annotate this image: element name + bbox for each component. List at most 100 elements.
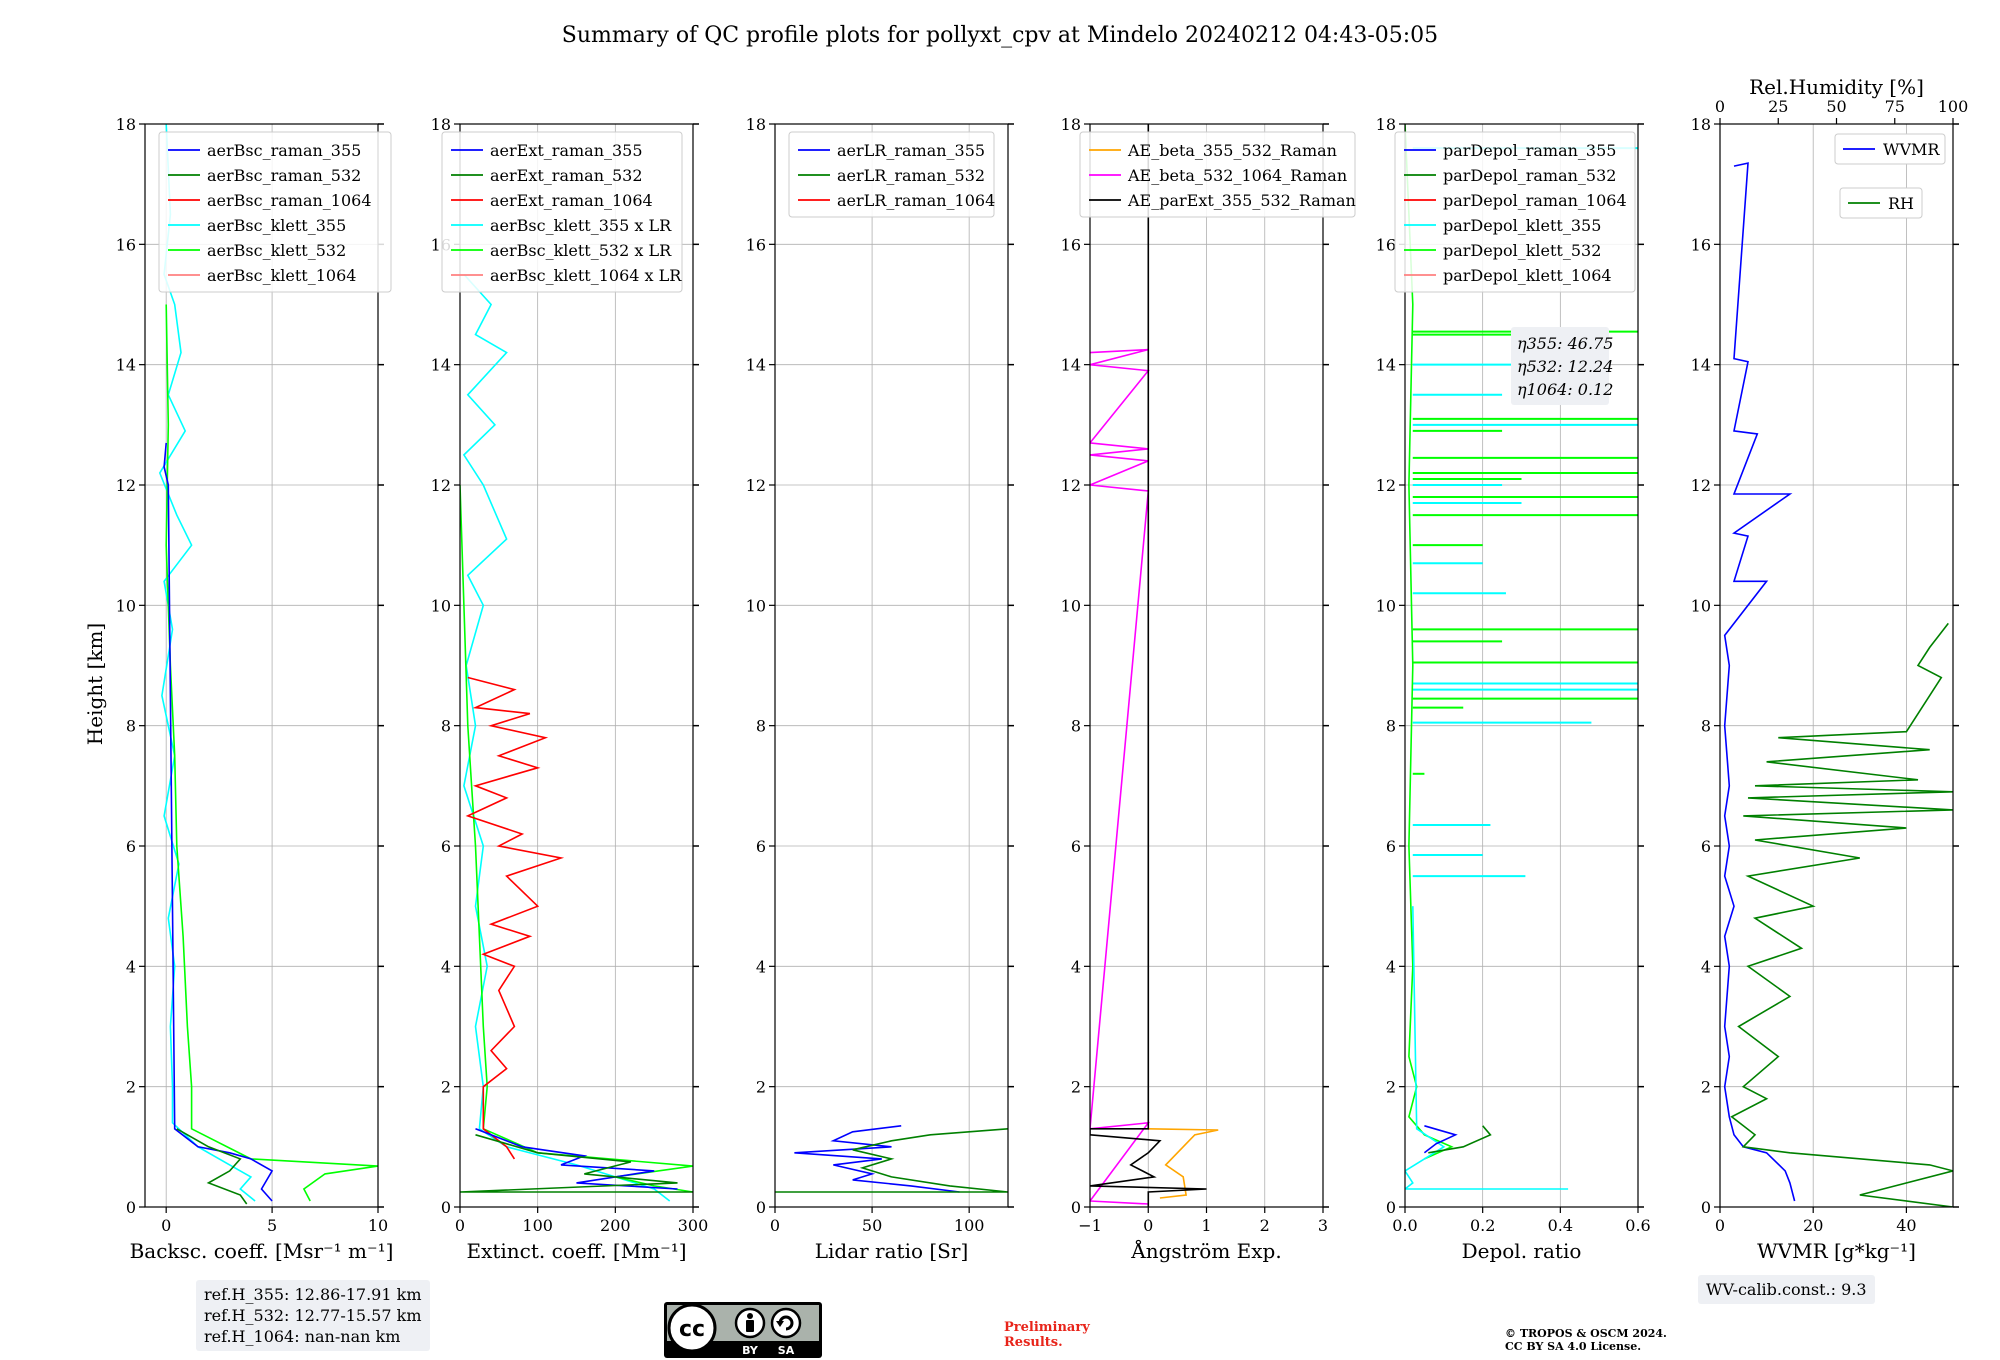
y-tick-label: 8 (1071, 717, 1081, 736)
y-tick-label: 6 (1386, 837, 1396, 856)
y-tick-label: 4 (1701, 957, 1711, 976)
legend-entry: AE_beta_355_532_Raman (1127, 141, 1337, 160)
series-line-aerBsc_klett_532 x LR (460, 484, 693, 1193)
ref-height-532: ref.H_532: 12.77-15.57 km (204, 1306, 422, 1325)
figure-title: Summary of QC profile plots for pollyxt_… (562, 23, 1438, 48)
plot-area (158, 124, 378, 1205)
axes-frame (459, 123, 694, 1208)
ref-height-355: ref.H_355: 12.86-17.91 km (204, 1285, 422, 1304)
y-tick-label: 12 (1376, 476, 1396, 495)
x-tick-label: 0 (455, 1216, 465, 1235)
y-tick-label: 2 (1071, 1078, 1081, 1097)
top-tick-label: 50 (1826, 97, 1846, 116)
eta-annotation-box (1511, 327, 1609, 405)
x-tick-label: −1 (1078, 1216, 1102, 1235)
series-line-AE_beta_532_1064_Raman (1090, 348, 1151, 1205)
y-tick-label: 0 (1701, 1198, 1711, 1217)
legend-entry: parDepol_raman_532 (1443, 166, 1616, 185)
x-tick-label: 5 (267, 1216, 277, 1235)
y-tick-label: 2 (1701, 1078, 1711, 1097)
y-tick-label: 6 (126, 837, 136, 856)
panel-bsc: 0 5 10 0 2 4 6 8 10 12 14 16 18 Backsc. coeff. [Msr⁻¹… (116, 115, 394, 1263)
legend-entry: aerBsc_klett_355 x LR (490, 216, 672, 235)
y-tick-label: 12 (431, 476, 451, 495)
legend-entry: AE_parExt_355_532_Raman (1127, 191, 1356, 210)
legend-box (1834, 133, 1946, 165)
top-tick-label: 0 (1715, 97, 1725, 116)
y-tick-label: 6 (1071, 837, 1081, 856)
y-tick-label: 2 (441, 1078, 451, 1097)
y-tick-label: 14 (746, 356, 766, 375)
series-line-AE_beta_355_532_Raman (1148, 1128, 1219, 1199)
panel-depol: 0.0 0.2 0.4 0.6 0 2 4 6 8 10 12 14 16 18 Depol. ratio p… (1376, 115, 1651, 1263)
y-tick-label: 12 (1691, 476, 1711, 495)
x-tick-label: 0.6 (1625, 1216, 1650, 1235)
legend-entry: aerBsc_klett_532 x LR (490, 241, 672, 260)
panel-wv: 0 20 40 0 2 4 6 8 10 12 14 16 18 WVMR [g*kg⁻¹] 0 25 50 75… (1691, 75, 1969, 1263)
y-tick-label: 8 (441, 717, 451, 736)
legend-entry: aerBsc_raman_1064 (207, 191, 372, 210)
series-line-aerLR_raman_355 (794, 1125, 960, 1193)
legend-entry: aerBsc_klett_355 (207, 216, 346, 235)
y-tick-label: 16 (1061, 235, 1081, 254)
y-tick-label: 6 (1701, 837, 1711, 856)
y-tick-label: 10 (1691, 596, 1711, 615)
x-tick-label: 0 (161, 1216, 171, 1235)
series-line-RH (1730, 622, 1953, 1207)
x-tick-label: 0 (1143, 1216, 1153, 1235)
cc-label: cc (679, 1317, 705, 1342)
axes-frame (774, 123, 1009, 1208)
x-axis-label: Extinct. coeff. [Mm⁻¹] (466, 1239, 686, 1263)
x-axis-label: Lidar ratio [Sr] (815, 1239, 969, 1263)
top-tick-label: 25 (1768, 97, 1788, 116)
x-tick-label: 50 (862, 1216, 882, 1235)
y-tick-label: 10 (746, 596, 766, 615)
series-line-aerBsc_raman_532 (176, 1128, 248, 1205)
y-tick-label: 18 (116, 115, 136, 134)
x-tick-label: 100 (954, 1216, 985, 1235)
x-tick-label: 200 (600, 1216, 631, 1235)
series-line-parDepol_raman_532 (1428, 1125, 1492, 1154)
legend-box (158, 131, 392, 293)
cc-circle-icon (667, 1303, 717, 1353)
y-tick-label: 16 (116, 235, 136, 254)
plot-area (1405, 124, 1638, 1190)
preliminary-results-note: Preliminary Results. (1004, 1320, 1090, 1350)
by-label: BY (742, 1344, 759, 1357)
series-line-aerExt_raman_532 (460, 1134, 693, 1193)
series-line-parDepol_klett_355 (1405, 906, 1569, 1190)
top-axis-label: Rel.Humidity [%] (1749, 75, 1924, 99)
sa-label: SA (778, 1344, 795, 1357)
y-tick-label: 12 (746, 476, 766, 495)
x-tick-label: 40 (1896, 1216, 1916, 1235)
y-tick-label: 10 (1376, 596, 1396, 615)
y-tick-label: 18 (1061, 115, 1081, 134)
axes-frame (144, 123, 379, 1208)
x-tick-label: 0 (770, 1216, 780, 1235)
legend-entry: parDepol_klett_532 (1443, 241, 1601, 260)
y-tick-label: 16 (746, 235, 766, 254)
x-axis-label: WVMR [g*kg⁻¹] (1757, 1239, 1916, 1263)
y-tick-label: 16 (1376, 235, 1396, 254)
series-line-AE_parExt_355_532_Raman (1090, 124, 1207, 1207)
y-tick-label: 4 (1386, 957, 1396, 976)
x-tick-label: 0.0 (1392, 1216, 1417, 1235)
y-tick-label: 18 (1691, 115, 1711, 134)
top-tick-label: 75 (1885, 97, 1905, 116)
legend-entry: aerExt_raman_1064 (490, 191, 653, 210)
y-tick-label: 14 (1061, 356, 1081, 375)
series-line-parDepol_raman_355 (1423, 1125, 1458, 1154)
y-tick-label: 6 (756, 837, 766, 856)
x-tick-label: 3 (1318, 1216, 1328, 1235)
wv-calibration-box: WV-calib.const.: 9.3 (1698, 1275, 1875, 1304)
legend-entry: parDepol_klett_355 (1443, 216, 1601, 235)
y-tick-label: 8 (756, 717, 766, 736)
series-line-aerBsc_klett_355 x LR (462, 273, 671, 1202)
x-axis-label: Ångström Exp. (1130, 1238, 1281, 1263)
plot-area (460, 273, 693, 1202)
legend-entry: aerLR_raman_1064 (837, 191, 995, 210)
eta-annotation: η1064: 0.12 (1517, 380, 1613, 399)
